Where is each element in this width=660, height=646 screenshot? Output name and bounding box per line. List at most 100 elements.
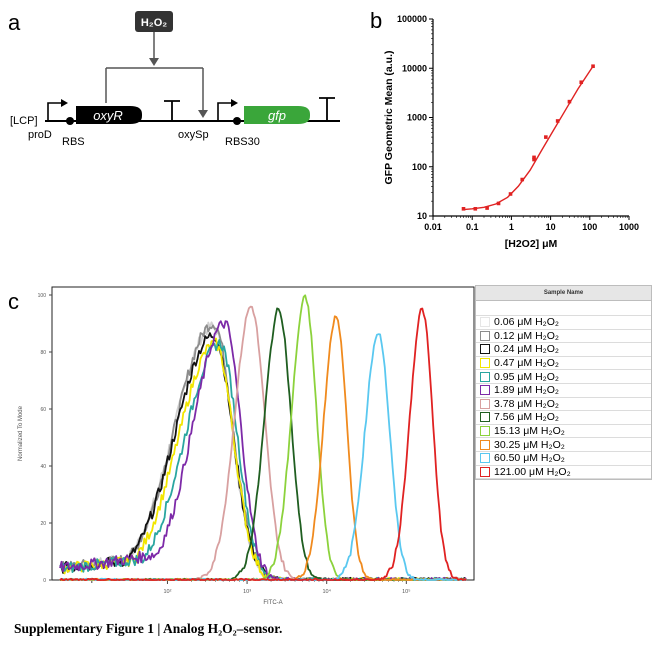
legend-item: 3.78 μM H₂O₂ <box>476 398 651 412</box>
x-tick-label: 1 <box>509 222 514 232</box>
promoter-arrow-icon <box>47 102 62 121</box>
rbs-icon <box>233 117 241 125</box>
terminator-icon <box>164 100 180 121</box>
y-tick-label: 80 <box>40 350 46 356</box>
x-tick-label: 0.01 <box>424 222 442 232</box>
panel-c-letter: c <box>8 289 19 314</box>
legend-item: 0.06 μM H₂O₂ <box>476 316 651 330</box>
panel-a-letter: a <box>8 10 21 35</box>
legend-label: 0.24 μM H₂O₂ <box>494 343 559 356</box>
inducer-label: H₂O₂ <box>141 17 167 29</box>
histogram-line <box>59 307 467 581</box>
legend-label: 121.00 μM H₂O₂ <box>494 465 571 478</box>
x-tick-label: 10⁵ <box>402 588 410 595</box>
activation-arrow-icon <box>198 110 208 118</box>
legend-item: 0.24 μM H₂O₂ <box>476 343 651 357</box>
x-tick-label: 10 <box>546 222 556 232</box>
legend-item: 7.56 μM H₂O₂ <box>476 411 651 425</box>
rbs-icon <box>66 117 74 125</box>
x-tick-label: 0.1 <box>466 222 479 232</box>
data-point <box>508 192 513 196</box>
legend-label: 0.06 μM H₂O₂ <box>494 316 559 329</box>
legend-header: Sample Name <box>476 286 651 301</box>
legend-swatch-icon <box>480 412 490 423</box>
data-point <box>591 64 595 69</box>
y-tick-label: 100000 <box>397 14 427 24</box>
y-tick-label: 60 <box>40 407 46 413</box>
y-tick-label: 100 <box>38 293 47 299</box>
y-axis-label: Normalized To Mode <box>18 405 24 461</box>
y-tick-label: 1000 <box>407 113 427 123</box>
promoter1-label: proD <box>28 129 52 141</box>
rbs1-label: RBS <box>62 136 85 148</box>
data-point <box>555 119 560 123</box>
legend-swatch-icon <box>480 358 490 369</box>
x-tick-label: 10⁴ <box>322 588 331 595</box>
legend-label: 3.78 μM H₂O₂ <box>494 397 559 410</box>
legend-swatch-icon <box>480 466 490 477</box>
data-point <box>567 99 572 104</box>
oxyr-gene <box>76 106 142 124</box>
legend-swatch-icon <box>480 344 490 355</box>
data-point <box>485 206 489 210</box>
svg-text:gfp: gfp <box>268 108 286 123</box>
legend-swatch-icon <box>480 317 490 328</box>
lcp-label: [LCP] <box>10 115 38 127</box>
y-axis-label: GFP Geometric Mean (a.u.) <box>383 50 395 184</box>
y-tick-label: 10 <box>417 211 427 221</box>
legend-item: 0.12 μM H₂O₂ <box>476 330 651 344</box>
data-point <box>532 157 536 162</box>
legend-label: 30.25 μM H₂O₂ <box>494 438 565 451</box>
legend-swatch-icon <box>480 426 490 437</box>
legend-swatch-icon <box>480 453 490 464</box>
terminator-icon <box>319 97 335 121</box>
svg-text:oxyR: oxyR <box>93 108 123 123</box>
rbs2-label: RBS30 <box>225 136 260 148</box>
inducer-box <box>135 11 173 32</box>
data-point <box>520 177 525 182</box>
sample-legend: Sample Name 0.06 μM H₂O₂ 0.12 μM H₂O₂ 0.24… <box>475 285 652 481</box>
legend-label: 7.56 μM H₂O₂ <box>494 411 559 424</box>
legend-item: 0.95 μM H₂O₂ <box>476 370 651 384</box>
data-point <box>496 201 501 206</box>
x-axis-label: [H2O2] μM <box>505 238 558 250</box>
legend-swatch-icon <box>480 330 490 341</box>
legend-swatch-icon <box>480 371 490 382</box>
data-point <box>532 155 536 160</box>
legend-swatch-icon <box>480 439 490 450</box>
legend-item: 60.50 μM H₂O₂ <box>476 452 651 466</box>
figure-caption: Supplementary Figure 1 | Analog H₂O₂–sen… <box>14 621 283 636</box>
y-tick-label: 40 <box>40 464 46 470</box>
x-tick-label: 100 <box>582 222 597 232</box>
legend-label: 0.95 μM H₂O₂ <box>494 370 559 383</box>
legend-swatch-icon <box>480 398 490 409</box>
x-axis-label: FITC-A <box>263 600 282 606</box>
legend-item: 15.13 μM H₂O₂ <box>476 425 651 439</box>
fit-line <box>463 65 594 211</box>
data-point <box>544 135 548 139</box>
x-tick-label: 10² <box>163 589 171 595</box>
promoter-arrow-icon <box>217 102 232 121</box>
legend-item: 1.89 μM H₂O₂ <box>476 384 651 398</box>
legend-label: 0.12 μM H₂O₂ <box>494 329 559 342</box>
gfp-gene <box>244 106 310 124</box>
y-tick-label: 100 <box>412 162 427 172</box>
legend-item: 30.25 μM H₂O₂ <box>476 438 651 452</box>
legend-swatch-icon <box>480 385 490 396</box>
x-tick-label: 10³ <box>243 589 251 595</box>
promoter2-label: oxySp <box>178 129 209 141</box>
legend-label: 60.50 μM H₂O₂ <box>494 452 565 465</box>
legend-label: 0.47 μM H₂O₂ <box>494 357 559 370</box>
data-point <box>579 80 584 85</box>
panel-b-letter: b <box>370 8 383 33</box>
data-point <box>461 207 466 211</box>
legend-item: 121.00 μM H₂O₂ <box>476 466 651 480</box>
y-tick-label: 10000 <box>402 63 427 73</box>
legend-label: 1.89 μM H₂O₂ <box>494 384 559 397</box>
y-tick-label: 20 <box>40 521 46 527</box>
data-point <box>473 207 478 211</box>
legend-label: 15.13 μM H₂O₂ <box>494 425 565 438</box>
